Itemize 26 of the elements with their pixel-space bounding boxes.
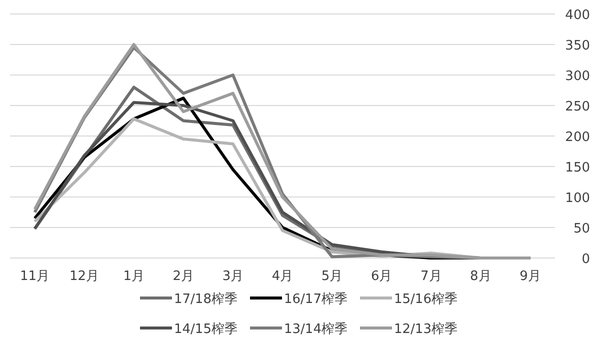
legend-label: 14/15榨季 <box>174 322 238 337</box>
x-tick-label: 5月 <box>321 269 343 284</box>
y-tick-label: 0 <box>582 252 590 267</box>
x-tick-label: 4月 <box>272 269 294 284</box>
x-tick-label: 1月 <box>123 269 145 284</box>
y-tick-label: 400 <box>565 8 590 23</box>
y-tick-label: 350 <box>565 38 590 54</box>
x-tick-label: 6月 <box>370 269 392 284</box>
legend-label: 12/13榨季 <box>394 322 458 337</box>
y-tick-label: 300 <box>565 69 590 84</box>
legend-label: 16/17榨季 <box>284 292 348 307</box>
y-tick-label: 250 <box>565 100 590 114</box>
y-tick-label: 150 <box>565 160 590 176</box>
y-tick-label: 50 <box>573 222 590 236</box>
x-tick-label: 9月 <box>520 269 541 284</box>
x-tick-label: 8月 <box>470 269 492 284</box>
y-tick-label: 200 <box>565 130 590 145</box>
legend-label: 13/14榨季 <box>284 322 348 337</box>
y-tick-label: 100 <box>565 191 590 206</box>
x-tick-label: 3月 <box>222 269 244 284</box>
x-tick-label: 2月 <box>172 269 194 284</box>
x-tick-label: 7月 <box>420 269 442 284</box>
x-tick-label: 11月 <box>20 269 50 284</box>
x-tick-label: 12月 <box>70 269 100 284</box>
legend-label: 17/18榨季 <box>174 292 238 307</box>
legend-label: 15/16榨季 <box>394 292 458 307</box>
